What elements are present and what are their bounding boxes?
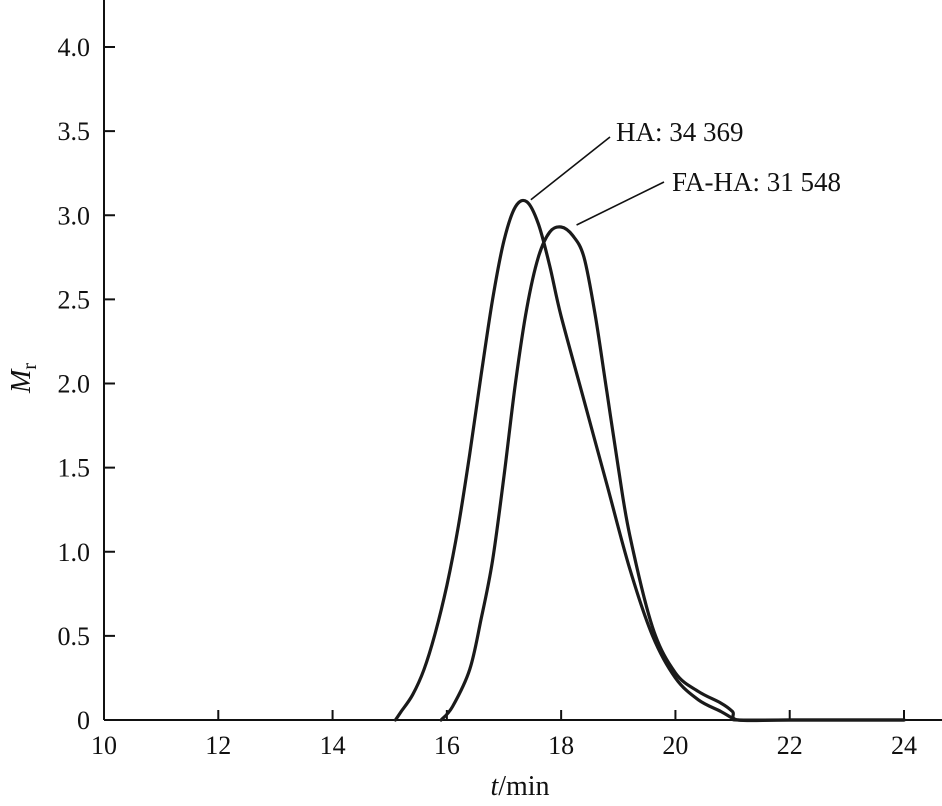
- x-tick-label: 10: [91, 731, 117, 760]
- x-axis-label: t/min: [490, 771, 549, 802]
- y-axis-label-var: M: [6, 368, 37, 394]
- annotation-leader: [530, 136, 611, 201]
- x-axis-label-unit: /min: [498, 771, 549, 802]
- y-tick-label: 0.5: [58, 622, 91, 651]
- x-tick-label: 12: [205, 731, 231, 760]
- y-axis-label: Mr: [6, 363, 41, 394]
- series-line-fa-ha: [439, 225, 906, 723]
- y-axis-label-sub: r: [19, 363, 41, 370]
- curves: [393, 198, 906, 723]
- series-line-ha: [393, 198, 906, 722]
- x-tick-label: 16: [434, 731, 460, 760]
- annotation-leader: [576, 181, 665, 226]
- x-tick-label: 14: [320, 731, 346, 760]
- y-ticks: 0 0.5 1.0 1.5 2.0 2.5 3.0 3.5 4.0: [58, 33, 115, 735]
- y-tick-label: 1.0: [58, 538, 91, 567]
- annotation-label: FA-HA: 31 548: [672, 167, 841, 197]
- y-tick-label: 1.5: [58, 454, 91, 483]
- y-tick-label: 2.5: [58, 285, 91, 314]
- annotations: HA: 34 369 FA-HA: 31 548: [530, 117, 841, 226]
- y-tick-label: 2.0: [58, 370, 91, 399]
- x-tick-label: 18: [548, 731, 574, 760]
- x-tick-label: 24: [891, 731, 917, 760]
- x-tick-label: 20: [662, 731, 688, 760]
- y-tick-label: 0: [77, 706, 90, 735]
- annotation-label: HA: 34 369: [616, 117, 744, 147]
- x-tick-label: 22: [777, 731, 803, 760]
- y-tick-label: 4.0: [58, 33, 91, 62]
- y-tick-label: 3.0: [58, 201, 91, 230]
- x-ticks: 10 12 14 16 18 20 22 24: [91, 710, 917, 760]
- y-tick-label: 3.5: [58, 117, 91, 146]
- x-axis-label-var: t: [490, 771, 499, 802]
